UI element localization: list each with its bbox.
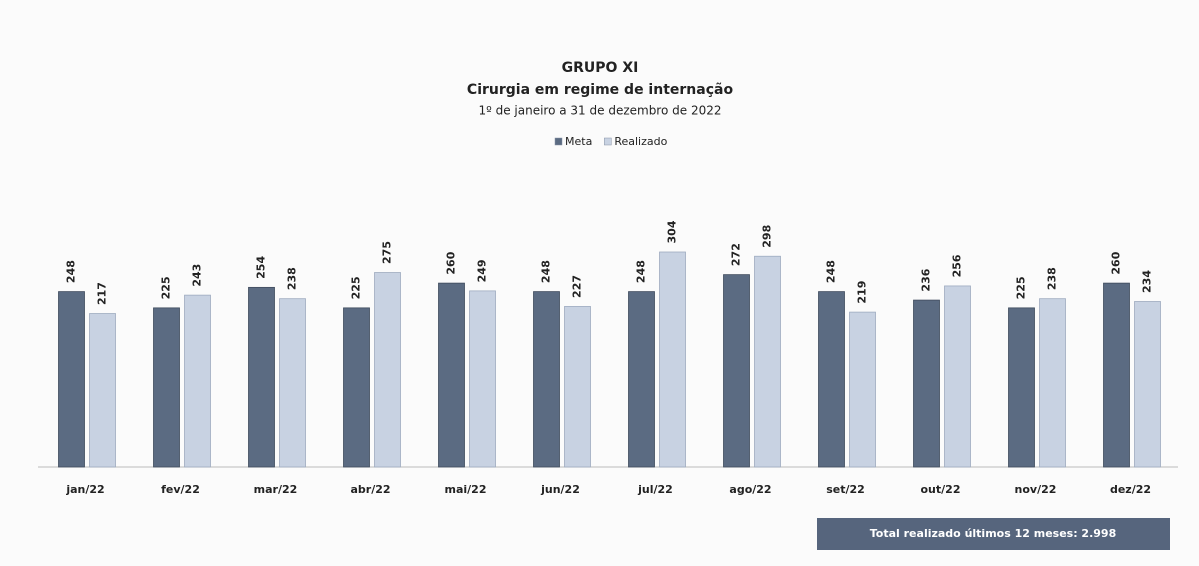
bar [944, 285, 971, 468]
value-label: 236 [920, 268, 933, 291]
x-tick-label: jan/22 [65, 483, 104, 496]
bar [1103, 282, 1130, 468]
x-tick-label: ago/22 [729, 483, 771, 496]
bar [1134, 301, 1161, 468]
period: 1º de janeiro a 31 de dezembro de 2022 [479, 104, 722, 118]
bar [248, 286, 275, 468]
bar [754, 255, 781, 468]
value-label: 298 [761, 225, 774, 248]
value-label: 254 [255, 256, 268, 279]
value-label: 225 [350, 276, 363, 299]
value-label: 248 [825, 260, 838, 283]
x-tick-label: mai/22 [445, 483, 487, 496]
bar [913, 299, 940, 468]
value-label: 260 [445, 251, 458, 274]
x-tick-label: nov/22 [1015, 483, 1057, 496]
legend-label: Realizado [614, 135, 667, 148]
bar [89, 313, 116, 468]
bar [849, 311, 876, 468]
bar [533, 291, 560, 468]
x-tick-label: mar/22 [254, 483, 298, 496]
value-label: 225 [160, 276, 173, 299]
value-label: 234 [1141, 270, 1154, 293]
value-label: 275 [381, 241, 394, 264]
x-tick-label: out/22 [921, 483, 961, 496]
bar [58, 291, 85, 468]
bar [1008, 307, 1035, 468]
total-text: Total realizado últimos 12 meses: 2.998 [870, 527, 1116, 540]
legend-swatch [604, 137, 612, 146]
x-tick-label: set/22 [826, 483, 865, 496]
bar [628, 291, 655, 468]
total-box [817, 518, 1170, 550]
bar [184, 294, 211, 468]
bar [153, 307, 180, 468]
value-label: 238 [1046, 267, 1059, 290]
value-label: 248 [635, 260, 648, 283]
value-label: 249 [476, 259, 489, 282]
value-label: 217 [96, 282, 109, 305]
x-tick-label: fev/22 [161, 483, 200, 496]
legend-swatch [554, 137, 563, 146]
chart-subtitle: Cirurgia em regime de internação [467, 82, 734, 98]
x-tick-label: jul/22 [637, 483, 673, 496]
bar [659, 251, 686, 468]
value-label: 243 [191, 264, 204, 287]
value-label: 238 [286, 267, 299, 290]
value-label: 227 [571, 275, 584, 298]
value-label: 260 [1110, 251, 1123, 274]
chart-title: GRUPO XI [562, 60, 639, 76]
x-tick-label: dez/22 [1110, 483, 1151, 496]
value-label: 248 [540, 260, 553, 283]
bar [723, 274, 750, 468]
x-tick-label: jun/22 [540, 483, 580, 496]
bar [818, 291, 845, 468]
bar [564, 306, 591, 468]
bar [438, 282, 465, 468]
bar [374, 272, 401, 468]
bar [1039, 298, 1066, 468]
value-label: 219 [856, 281, 869, 304]
bar [469, 290, 496, 468]
value-label: 304 [666, 220, 679, 243]
bar [279, 298, 306, 468]
x-tick-label: abr/22 [350, 483, 390, 496]
value-label: 225 [1015, 276, 1028, 299]
value-label: 248 [65, 260, 78, 283]
legend-label: Meta [565, 135, 592, 148]
value-label: 256 [951, 254, 964, 277]
bar [343, 307, 370, 468]
value-label: 272 [730, 243, 743, 266]
